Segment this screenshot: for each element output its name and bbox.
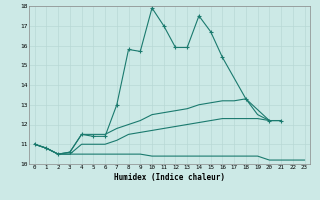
X-axis label: Humidex (Indice chaleur): Humidex (Indice chaleur) <box>114 173 225 182</box>
